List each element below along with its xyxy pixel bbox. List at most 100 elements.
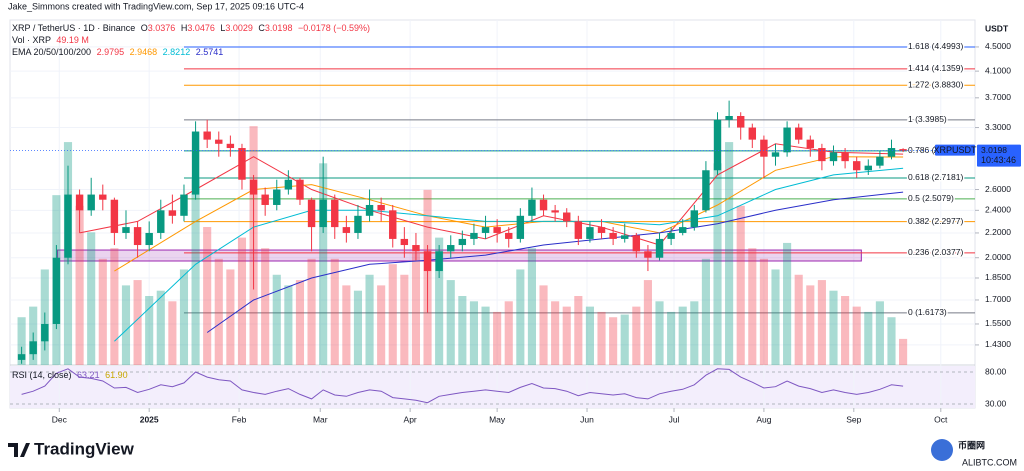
volume-bar <box>145 296 154 365</box>
x-tick-label: Apr <box>404 414 417 424</box>
watermark-text: 币圈网 <box>958 440 985 450</box>
y-tick-label: 4.5000 <box>985 41 1011 51</box>
volume-bar <box>133 280 142 365</box>
y-tick-label: 3.7000 <box>985 92 1011 102</box>
price-pane: 1.618 (4.4993) 1.414 (4.1359) 1.272 (3.883… <box>10 40 975 365</box>
candle-body <box>447 245 455 252</box>
volume-bar <box>110 248 119 365</box>
candle-body <box>110 199 119 233</box>
x-tick-label: Jul <box>669 414 680 424</box>
candle-body <box>435 251 443 272</box>
candle-body <box>586 227 594 239</box>
ohlc-header: XRP / TetherUS · 1D · Binance O3.0376 H3… <box>12 23 370 33</box>
candle-body <box>864 165 873 171</box>
candle-body <box>296 179 304 200</box>
volume-bar <box>168 301 177 365</box>
rsi-title: RSI (14, close) <box>12 370 72 380</box>
volume-bar <box>829 290 838 365</box>
volume-bar <box>875 301 884 365</box>
candle-body <box>725 115 733 120</box>
price-tag-value: 3.0198 <box>981 145 1007 155</box>
volume-bar <box>643 280 652 365</box>
x-tick-label: Jun <box>580 414 594 424</box>
volume-bar <box>295 280 305 365</box>
candle-body <box>226 143 235 149</box>
volume-bar <box>411 253 421 365</box>
candle-body <box>389 210 397 239</box>
y-tick-label: 2.2000 <box>985 227 1011 237</box>
candle-body <box>876 156 884 166</box>
volume-bar <box>87 232 96 365</box>
volume-bar <box>690 301 699 365</box>
y-tick-label: 1.7000 <box>985 294 1011 304</box>
high-value: 3.0476 <box>187 23 215 33</box>
price-tag <box>977 144 1021 167</box>
candle-body <box>41 323 49 342</box>
ema-value: 2.9795 <box>97 47 125 57</box>
ema-value: 2.8212 <box>163 47 191 57</box>
brand-name: TradingView <box>34 439 135 458</box>
brand-logo: TradingView <box>8 439 135 458</box>
volume-header: Vol · XRP 49.19 M <box>12 35 89 45</box>
candle-body <box>64 194 72 258</box>
candle-body <box>829 152 838 162</box>
candle-body <box>771 152 780 157</box>
fib-label: 0.786 ( <box>908 145 935 155</box>
symbol: XRP / TetherUS · 1D · Binance <box>12 23 135 33</box>
candle-body <box>87 194 95 211</box>
candle-body <box>203 131 211 140</box>
volume-bar <box>342 285 351 365</box>
volume-bar <box>817 280 826 365</box>
volume-bar <box>655 301 664 365</box>
volume-bar <box>725 142 734 365</box>
candle-body <box>249 179 258 195</box>
candle-body <box>551 210 559 213</box>
watermark: 币圈网 ALIBTC.COM <box>931 439 1017 467</box>
candle-body <box>157 210 165 233</box>
volume-bar <box>469 301 479 365</box>
volume-bar <box>388 264 397 365</box>
rsi-background <box>10 366 975 408</box>
candle-body <box>273 189 281 205</box>
volume-bar <box>307 258 316 365</box>
y-tick-label: 4.1000 <box>985 65 1011 75</box>
candle-body <box>215 139 223 144</box>
candle-body <box>713 119 722 171</box>
rsi-header: RSI (14, close) 63.21 61.90 <box>12 370 128 380</box>
volume-bar <box>272 274 281 365</box>
y-tick-label: 2.0000 <box>985 252 1011 262</box>
volume-bar <box>701 258 710 365</box>
candle-body <box>597 227 606 233</box>
candle-body <box>145 232 153 246</box>
candle-body <box>458 238 467 246</box>
volume-bar <box>771 269 780 365</box>
ema-value: 2.5741 <box>196 47 224 57</box>
y-tick-label: 2.6000 <box>985 184 1011 194</box>
volume-value: 49.19 M <box>56 35 89 45</box>
volume-bar <box>446 280 455 365</box>
close-value: 3.0198 <box>265 23 293 33</box>
price-tag-countdown: 10:43:46 <box>981 155 1016 165</box>
volume-bar <box>179 269 189 365</box>
y-tick-label: 1.4300 <box>985 339 1011 349</box>
symbol-tag <box>935 144 975 156</box>
fib-label: 0.382 (2.2977) <box>908 216 963 226</box>
fib-label: 1 (3.3985) <box>908 114 947 124</box>
candle-body <box>655 238 664 258</box>
volume-bar <box>667 311 676 365</box>
volume-bar <box>226 269 235 365</box>
candle-body <box>679 227 687 233</box>
volume-bar <box>864 311 873 365</box>
volume-bar <box>527 248 536 365</box>
volume-bar <box>794 274 803 365</box>
volume-bar <box>121 285 131 365</box>
volume-bar <box>574 296 583 365</box>
volume-bar <box>841 296 850 365</box>
candle-body <box>690 210 699 228</box>
symbol-tag-label: XRPUSDT <box>933 145 977 155</box>
volume-bar <box>678 306 687 365</box>
ema-line <box>206 191 904 333</box>
volume-bar <box>551 301 560 365</box>
volume-bar <box>203 227 212 365</box>
